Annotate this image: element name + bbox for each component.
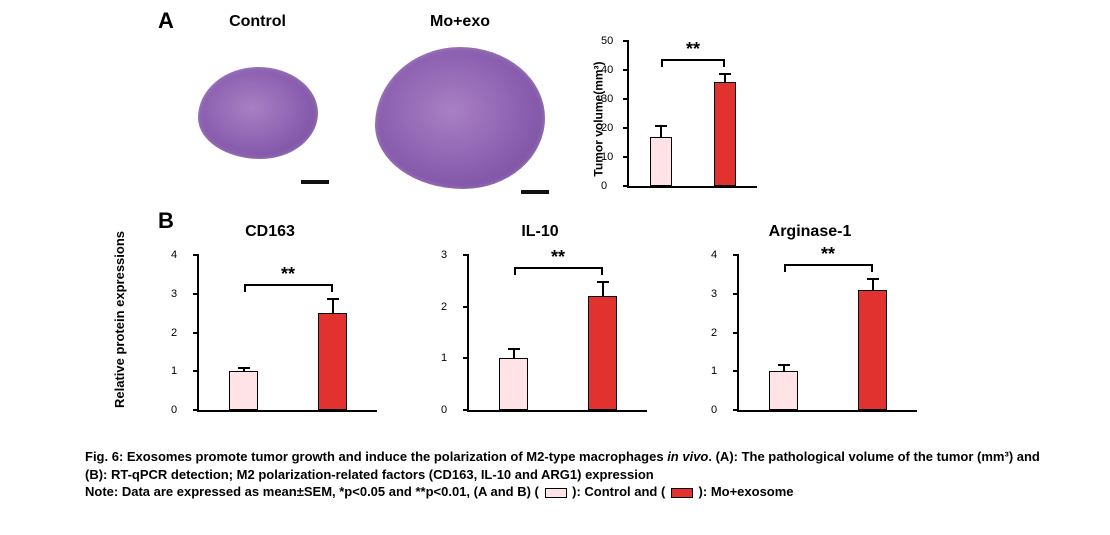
chart-il10-wrap: IL-10 0 1 2 3 ** [425, 223, 655, 443]
chart-il10: 0 1 2 3 ** [425, 245, 655, 430]
scalebar-moexo [521, 190, 549, 194]
errorbar-cap [867, 278, 879, 280]
significance-text: ** [821, 244, 835, 265]
tumor-volume-chart: Tumor volume(mm³) 01020304050** [585, 31, 765, 206]
y-tick-label: 1 [171, 365, 177, 377]
panel-a-label: A [158, 8, 174, 34]
tumor-moexo-shape [375, 47, 545, 189]
panel-b-ylabel: Relative protein expressions [112, 231, 127, 408]
bar-control [499, 358, 527, 410]
y-tick [193, 409, 199, 411]
histology-moexo-title: Mo+exo [430, 13, 490, 31]
caption-legend-control: ): Control and ( [572, 484, 665, 499]
legend-swatch-moexo [671, 488, 693, 498]
y-tick [623, 156, 629, 158]
histology-control-col: Control [180, 13, 335, 190]
caption-legend-moexo: ): Mo+exosome [699, 484, 794, 499]
tumor-control-shape [198, 67, 318, 159]
errorbar [602, 281, 604, 297]
y-tick [733, 370, 739, 372]
y-tick [193, 370, 199, 372]
caption-note-prefix: Note: Data are expressed as mean±SEM, *p… [85, 484, 539, 499]
histology-control-image [180, 35, 335, 190]
y-tick [193, 332, 199, 334]
bar-mo+exo [858, 290, 886, 410]
errorbar-cap [238, 367, 250, 369]
y-tick [733, 409, 739, 411]
y-tick-label: 3 [171, 288, 177, 300]
y-tick [463, 409, 469, 411]
bar-mo+exo [588, 296, 616, 410]
errorbar-cap [778, 364, 790, 366]
y-tick [623, 40, 629, 42]
y-tick-label: 3 [711, 288, 717, 300]
y-tick-label: 40 [601, 64, 613, 76]
panel-a-row: Control Mo+exo Tumor volume(mm³) 0102030… [180, 13, 960, 203]
panel-b-row: CD163 0 1 2 3 4 ** IL-10 0 1 2 3 ** Arginase-1 0 1… [155, 223, 1015, 443]
histology-moexo-image [365, 35, 555, 200]
histology-moexo-col: Mo+exo [365, 13, 555, 200]
bar-control [650, 137, 672, 186]
chart-cd163-wrap: CD163 0 1 2 3 4 ** [155, 223, 385, 443]
y-tick [623, 98, 629, 100]
y-tick [463, 254, 469, 256]
y-tick-label: 2 [711, 327, 717, 339]
significance-text: ** [686, 39, 700, 60]
chart-cd163: 0 1 2 3 4 ** [155, 245, 385, 430]
y-tick-label: 1 [711, 365, 717, 377]
y-tick [193, 293, 199, 295]
y-tick-label: 0 [711, 404, 717, 416]
bar-mo+exo [714, 82, 736, 186]
errorbar-cap [327, 298, 339, 300]
bar-control [229, 371, 257, 410]
chart-cd163-title: CD163 [245, 223, 295, 241]
y-tick-label: 0 [441, 404, 447, 416]
y-tick-label: 10 [601, 151, 613, 163]
caption-italic: in vivo [667, 449, 708, 464]
chart-il10-axes: 0123** [467, 255, 647, 412]
errorbar-cap [597, 281, 609, 283]
y-tick-label: 4 [171, 249, 177, 261]
caption-prefix: Fig. 6: Exosomes promote tumor growth an… [85, 449, 667, 464]
y-tick [733, 254, 739, 256]
y-tick [623, 127, 629, 129]
errorbar-cap [719, 73, 731, 75]
y-tick-label: 2 [171, 327, 177, 339]
chart-arg1-wrap: Arginase-1 0 1 2 3 4 ** [695, 223, 925, 443]
y-tick-label: 2 [441, 301, 447, 313]
y-tick-label: 20 [601, 122, 613, 134]
y-tick [623, 69, 629, 71]
y-tick [463, 306, 469, 308]
bar-mo+exo [318, 313, 346, 410]
chart-arg1: 0 1 2 3 4 ** [695, 245, 925, 430]
chart-arg1-title: Arginase-1 [769, 223, 852, 241]
y-tick [193, 254, 199, 256]
y-tick [623, 185, 629, 187]
chart-cd163-axes: 01234** [197, 255, 377, 412]
y-tick-label: 30 [601, 93, 613, 105]
figure-caption: Fig. 6: Exosomes promote tumor growth an… [85, 448, 1050, 501]
significance-text: ** [551, 247, 565, 268]
y-tick-label: 0 [171, 404, 177, 416]
errorbar-cap [655, 125, 667, 127]
y-tick-label: 0 [601, 180, 607, 192]
y-tick-label: 50 [601, 35, 613, 47]
histology-control-title: Control [229, 13, 286, 31]
y-tick [733, 293, 739, 295]
bar-control [769, 371, 797, 410]
y-tick-label: 1 [441, 352, 447, 364]
y-tick [733, 332, 739, 334]
y-tick-label: 4 [711, 249, 717, 261]
chart-il10-title: IL-10 [521, 223, 558, 241]
legend-swatch-control [545, 488, 567, 498]
significance-text: ** [281, 264, 295, 285]
y-tick-label: 3 [441, 249, 447, 261]
scalebar-control [301, 180, 329, 184]
y-tick [463, 357, 469, 359]
errorbar [332, 298, 334, 314]
errorbar-cap [508, 348, 520, 350]
tumor-volume-axes: 01020304050** [627, 41, 757, 188]
chart-arg1-axes: 01234** [737, 255, 917, 412]
